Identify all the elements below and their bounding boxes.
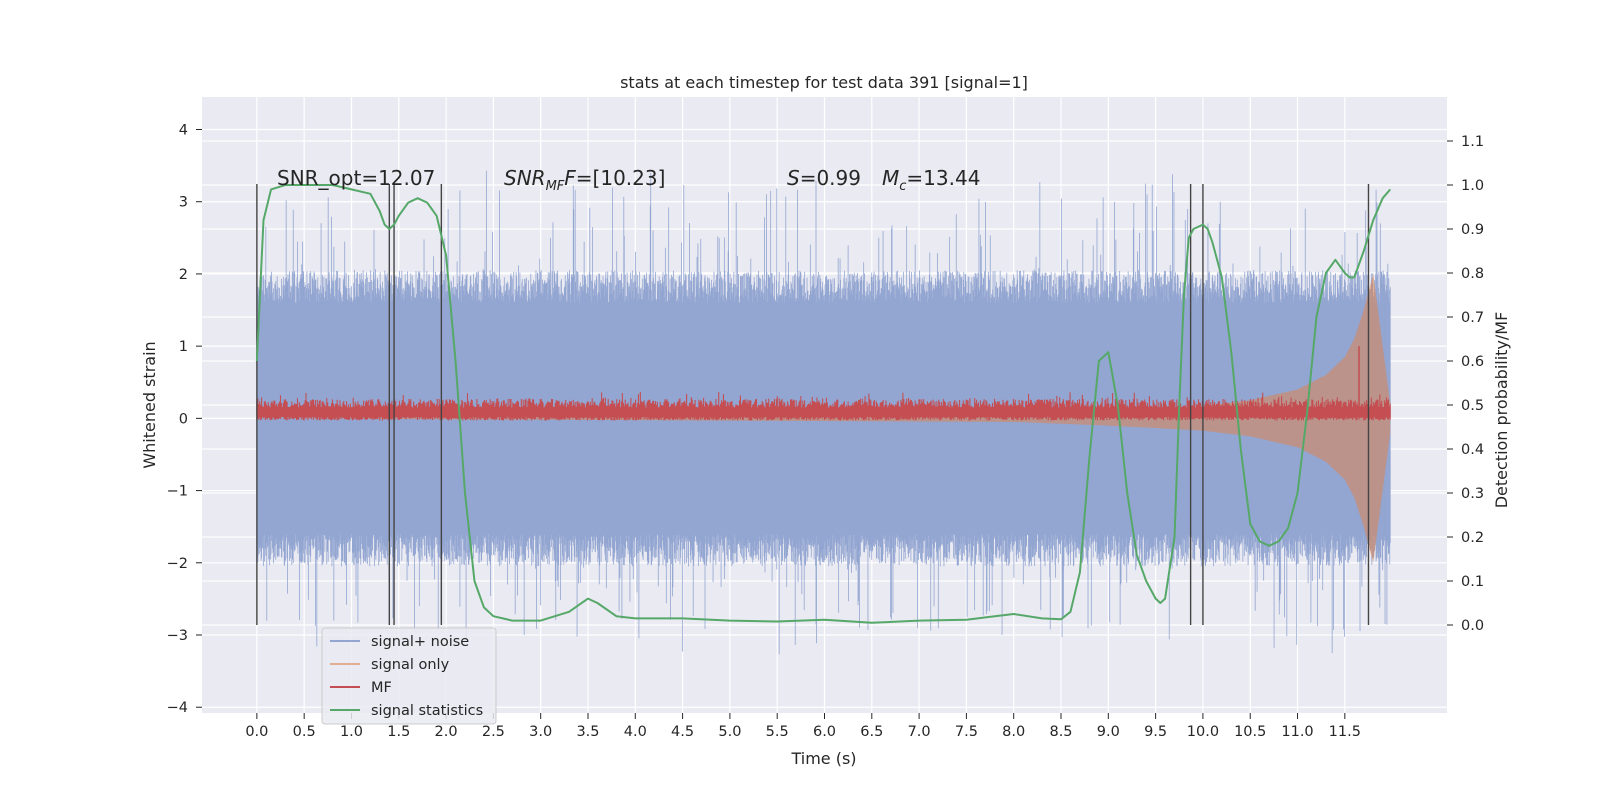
y-tick-label: 1 — [179, 339, 188, 355]
x-tick-label: 7.5 — [955, 724, 978, 740]
x-tick-label: 11.0 — [1281, 724, 1313, 740]
signal-statistics-line — [255, 184, 1391, 624]
x-tick-label: 7.0 — [908, 724, 931, 740]
x-tick-label: 3.0 — [529, 724, 552, 740]
legend-label-mf: MF — [371, 680, 392, 696]
x-tick-label: 2.5 — [482, 724, 505, 740]
y-tick-label: 3 — [179, 195, 188, 211]
x-tick-label: 6.0 — [813, 724, 836, 740]
mc-annotation: Mc=13.44 — [882, 166, 980, 194]
right-tick-label: 0.4 — [1461, 442, 1484, 458]
x-tick-label: 8.5 — [1049, 724, 1072, 740]
right-tick-label: 0.1 — [1461, 574, 1484, 590]
x-axis-ticks: 0.0 0.5 1.0 1.5 2.0 2.5 3.0 3.5 4.0 4.5 5.0 5.5 6.0 6… — [245, 713, 1361, 740]
x-tick-label: 1.0 — [340, 724, 363, 740]
x-tick-label: 6.5 — [860, 724, 883, 740]
right-tick-label: 0.9 — [1461, 222, 1484, 238]
x-tick-label: 0.5 — [293, 724, 316, 740]
legend-box — [321, 627, 497, 725]
y-tick-label: −2 — [167, 556, 188, 572]
right-tick-label: 0.8 — [1461, 266, 1484, 282]
right-tick-label: 0.3 — [1461, 486, 1484, 502]
y-axis-ticks: −4 −3 −2 −1 0 1 2 3 4 — [167, 122, 202, 716]
x-tick-label: 10.0 — [1187, 724, 1219, 740]
legend-label-signal-noise: signal+ noise — [371, 634, 469, 650]
right-axis-ticks: 0.0 0.1 0.2 0.3 0.4 0.5 0.6 0.7 0.8 0.9 1.0 1.1 — [1447, 134, 1484, 634]
x-tick-label: 3.5 — [576, 724, 599, 740]
signal-only-envelope — [256, 273, 1391, 563]
right-tick-label: 0.6 — [1461, 354, 1484, 370]
right-tick-label: 0.2 — [1461, 530, 1484, 546]
legend: signal+ noise signal only MF signal stat… — [321, 627, 497, 725]
x-tick-label: 4.5 — [671, 724, 694, 740]
x-tick-label: 4.0 — [624, 724, 647, 740]
x-tick-label: 1.5 — [387, 724, 410, 740]
x-tick-label: 5.0 — [718, 724, 741, 740]
y-tick-label: −3 — [167, 628, 188, 644]
x-tick-label: 10.5 — [1234, 724, 1266, 740]
y-tick-label: −4 — [167, 700, 188, 716]
x-tick-label: 2.0 — [435, 724, 458, 740]
right-tick-label: 0.5 — [1461, 398, 1484, 414]
x-tick-label: 8.0 — [1002, 724, 1025, 740]
x-tick-label: 11.5 — [1329, 724, 1361, 740]
x-tick-label: 0.0 — [245, 724, 268, 740]
right-tick-label: 1.1 — [1461, 134, 1484, 150]
legend-label-signal-statistics: signal statistics — [371, 703, 483, 719]
right-tick-label: 0.7 — [1461, 310, 1484, 326]
signal-only-series — [256, 273, 1391, 563]
right-tick-label: 0.0 — [1461, 618, 1484, 634]
snr-opt-annotation: SNR_opt=12.07 — [277, 166, 435, 190]
vertical-markers — [256, 184, 1370, 625]
right-tick-label: 1.0 — [1461, 178, 1484, 194]
y-tick-label: −1 — [167, 484, 188, 500]
y-tick-label: 4 — [179, 122, 188, 138]
right-axis-label: Detection probability/MF — [1492, 312, 1511, 509]
s-annotation: S=0.99 — [787, 166, 861, 190]
x-tick-label: 5.5 — [766, 724, 789, 740]
legend-label-signal-only: signal only — [371, 657, 450, 673]
x-axis-label: Time (s) — [790, 749, 856, 768]
x-tick-label: 9.5 — [1144, 724, 1167, 740]
signal-statistics-series — [255, 184, 1391, 624]
x-tick-label: 9.0 — [1097, 724, 1120, 740]
y-tick-label: 2 — [179, 267, 188, 283]
snr-mf-annotation: SNRMFF=[10.23] — [504, 166, 665, 194]
chart-title: stats at each timestep for test data 391… — [620, 73, 1028, 92]
y-axis-label: Whitened strain — [140, 341, 159, 468]
y-tick-label: 0 — [179, 411, 188, 427]
